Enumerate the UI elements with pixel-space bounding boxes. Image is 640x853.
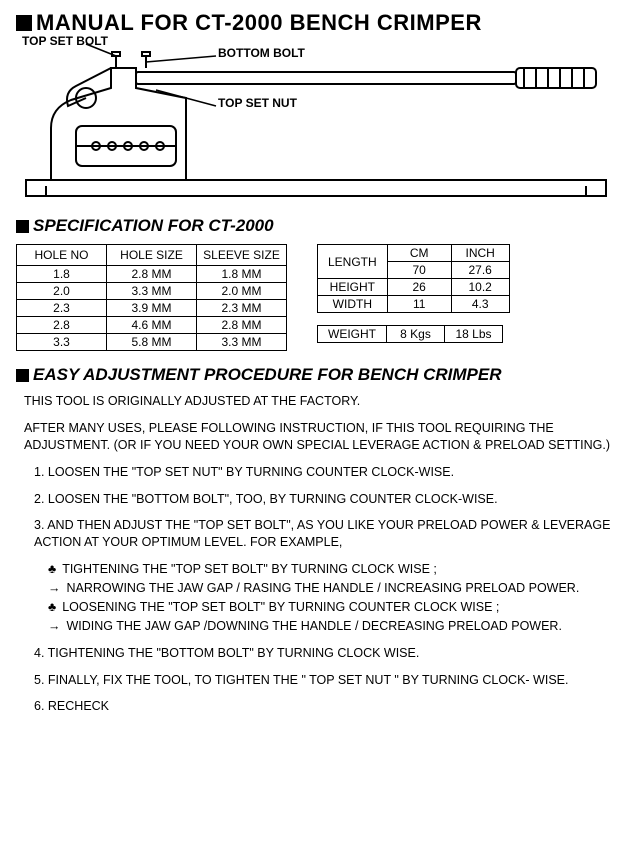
proc-step: 4. TIGHTENING THE "BOTTOM BOLT" BY TURNI…: [34, 645, 616, 662]
spec-title-row: SPECIFICATION FOR CT-2000: [16, 216, 624, 236]
table-row: 2.03.3 MM2.0 MM: [17, 283, 287, 300]
right-tables: LENGTH CM INCH 70 27.6 HEIGHT 26 10.2 WI…: [317, 244, 510, 343]
table-row: 2.33.9 MM2.3 MM: [17, 300, 287, 317]
table-row: HEIGHT 26 10.2: [318, 279, 510, 296]
table-row: WEIGHT 8 Kgs 18 Lbs: [318, 326, 503, 343]
diagram: TOP SET BOLT BOTTOM BOLT TOP SET NUT: [16, 38, 616, 206]
proc-substep: WIDING THE JAW GAP /DOWNING THE HANDLE /…: [48, 618, 616, 635]
proc-step: 5. FINALLY, FIX THE TOOL, TO TIGHTEN THE…: [34, 672, 616, 689]
procedure-body: THIS TOOL IS ORIGINALLY ADJUSTED AT THE …: [16, 393, 624, 715]
label-bottom-bolt: BOTTOM BOLT: [218, 46, 305, 60]
title-row: MANUAL FOR CT-2000 BENCH CRIMPER: [16, 10, 624, 36]
square-bullet-icon: [16, 369, 29, 382]
proc-substep: TIGHTENING THE "TOP SET BOLT" BY TURNING…: [48, 561, 616, 578]
proc-intro: THIS TOOL IS ORIGINALLY ADJUSTED AT THE …: [24, 393, 616, 410]
square-bullet-icon: [16, 220, 29, 233]
table-row: 1.82.8 MM1.8 MM: [17, 266, 287, 283]
dimension-table: LENGTH CM INCH 70 27.6 HEIGHT 26 10.2 WI…: [317, 244, 510, 313]
label-top-set-nut: TOP SET NUT: [218, 96, 297, 110]
table-header-row: HOLE NO HOLE SIZE SLEEVE SIZE: [17, 245, 287, 266]
tables-row: HOLE NO HOLE SIZE SLEEVE SIZE 1.82.8 MM1…: [16, 244, 624, 351]
col-header: SLEEVE SIZE: [197, 245, 287, 266]
proc-substep: NARROWING THE JAW GAP / RASING THE HANDL…: [48, 580, 616, 597]
proc-step: 3. AND THEN ADJUST THE "TOP SET BOLT", A…: [34, 517, 616, 551]
table-row: 2.84.6 MM2.8 MM: [17, 317, 287, 334]
label-top-set-bolt: TOP SET BOLT: [22, 34, 108, 48]
table-row: 3.35.8 MM3.3 MM: [17, 334, 287, 351]
proc-title: EASY ADJUSTMENT PROCEDURE FOR BENCH CRIM…: [33, 365, 502, 385]
hole-table: HOLE NO HOLE SIZE SLEEVE SIZE 1.82.8 MM1…: [16, 244, 287, 351]
spec-title: SPECIFICATION FOR CT-2000: [33, 216, 274, 236]
table-row: WIDTH 11 4.3: [318, 296, 510, 313]
proc-step: 6. RECHECK: [34, 698, 616, 715]
col-header: HOLE SIZE: [107, 245, 197, 266]
proc-step: 1. LOOSEN THE "TOP SET NUT" BY TURNING C…: [34, 464, 616, 481]
proc-step: 2. LOOSEN THE "BOTTOM BOLT", TOO, BY TUR…: [34, 491, 616, 508]
proc-substep: LOOSENING THE "TOP SET BOLT" BY TURNING …: [48, 599, 616, 616]
proc-title-row: EASY ADJUSTMENT PROCEDURE FOR BENCH CRIM…: [16, 365, 624, 385]
square-bullet-icon: [16, 15, 32, 31]
table-row: LENGTH CM INCH: [318, 245, 510, 262]
page-title: MANUAL FOR CT-2000 BENCH CRIMPER: [36, 10, 482, 36]
col-header: HOLE NO: [17, 245, 107, 266]
proc-intro: AFTER MANY USES, PLEASE FOLLOWING INSTRU…: [24, 420, 616, 454]
crimper-illustration-icon: [16, 38, 616, 206]
weight-table: WEIGHT 8 Kgs 18 Lbs: [317, 325, 503, 343]
